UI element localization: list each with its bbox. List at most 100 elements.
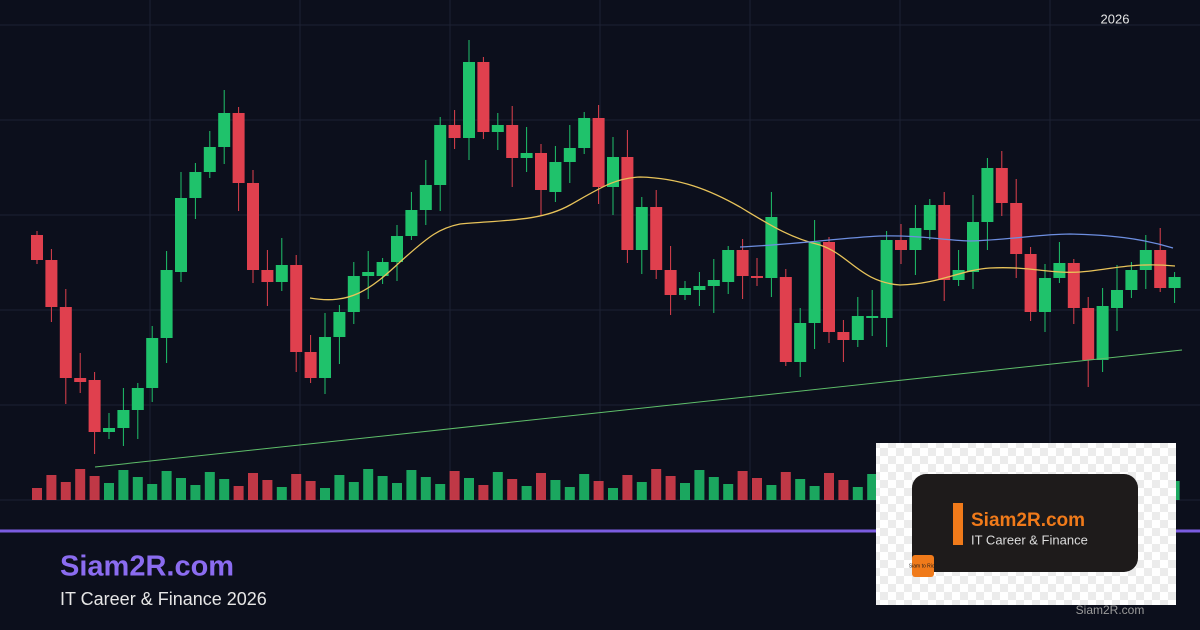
candle-body: [765, 217, 778, 278]
volume-bar: [665, 476, 676, 500]
volume-bar: [190, 485, 201, 500]
candle-body: [74, 378, 87, 382]
candle-body: [131, 388, 144, 410]
candle-body: [275, 265, 288, 282]
candle-body: [463, 62, 475, 138]
volume-bar: [60, 482, 71, 500]
volume-bar: [780, 472, 791, 500]
volume-bar: [852, 487, 863, 500]
candle-body: [1154, 250, 1167, 288]
volume-bar: [406, 470, 417, 500]
candle-body: [218, 113, 231, 147]
candle-body: [578, 118, 591, 148]
candle-body: [232, 113, 245, 183]
volume-bar: [204, 472, 215, 500]
candle-body: [304, 352, 317, 378]
candle-body: [635, 207, 648, 250]
volume-bar: [521, 486, 532, 500]
volume-bar: [824, 473, 834, 500]
volume-bar: [248, 473, 258, 500]
candle-body: [1111, 290, 1123, 308]
volume-bar: [348, 482, 359, 500]
candle-body: [707, 280, 720, 286]
candle-body: [866, 316, 879, 318]
volume-bar: [492, 472, 503, 500]
logo-tagline: IT Career & Finance: [971, 532, 1088, 547]
candle-body: [88, 380, 101, 432]
volume-bar: [132, 477, 143, 500]
volume-bar: [651, 469, 662, 500]
volume-bar: [262, 480, 273, 500]
volume-bar: [147, 484, 158, 500]
volume-bar: [579, 474, 590, 500]
volume-bar: [233, 486, 244, 500]
candle-body: [851, 316, 864, 340]
candle-body: [1010, 203, 1023, 254]
candle-body: [247, 183, 259, 270]
volume-bar: [536, 473, 546, 500]
volume-bar: [809, 486, 820, 500]
volume-bar: [104, 483, 114, 500]
moving-average: [309, 176, 1176, 301]
logo-card: [912, 474, 1138, 572]
candle-body: [362, 272, 375, 276]
candle-body: [160, 270, 173, 338]
logo-badge: [912, 555, 934, 577]
volume-bar: [334, 475, 345, 500]
candle-body: [621, 157, 634, 250]
candle-body: [1096, 306, 1109, 360]
candles: [31, 40, 1181, 454]
candle-body: [477, 62, 490, 132]
candle-body: [722, 250, 735, 282]
candle-body: [434, 125, 447, 185]
brand-name: Siam2R.com: [60, 551, 234, 583]
candle-body: [650, 207, 663, 270]
candle-body: [59, 307, 72, 378]
candle-body: [1168, 277, 1181, 288]
candle-body: [419, 185, 432, 210]
volume-bar: [622, 475, 633, 500]
candle-body: [189, 172, 202, 198]
volume-bar: [32, 488, 42, 500]
candle-body: [736, 250, 749, 276]
volume-bar: [420, 477, 431, 500]
chart-label: 2026: [1101, 11, 1130, 26]
candle-body: [391, 236, 403, 262]
volume-bar: [838, 480, 849, 500]
volume-bar: [795, 479, 806, 500]
candle-body: [823, 242, 835, 332]
candle-body: [1039, 278, 1051, 312]
volume-bar: [708, 477, 719, 500]
candle-body: [967, 222, 979, 272]
candle-body: [1082, 308, 1095, 360]
candle-body: [45, 260, 58, 307]
candle-body: [405, 210, 418, 236]
candle-body: [146, 338, 159, 388]
trend-line: [94, 349, 1183, 468]
candle-body: [549, 162, 562, 192]
volume-bar: [392, 483, 402, 500]
logo-bar: [953, 503, 963, 545]
candle-body: [203, 147, 216, 172]
candle-body: [319, 337, 331, 378]
candle-body: [664, 270, 677, 295]
volume-bar: [219, 479, 230, 500]
volume-bar: [608, 488, 618, 500]
volume-bar: [636, 482, 647, 500]
volume-bar: [564, 487, 575, 500]
candle-body: [779, 277, 792, 362]
volume-bar: [161, 471, 172, 500]
volume-bar: [320, 488, 330, 500]
candle-body: [1053, 263, 1066, 278]
candle-body: [1139, 250, 1152, 270]
volume-bar: [291, 474, 302, 500]
candle-body: [895, 240, 907, 250]
volume-bar: [752, 478, 762, 500]
volume-bar: [867, 474, 878, 500]
candle-body: [1125, 270, 1138, 290]
volume-bar: [75, 469, 86, 500]
candle-body: [909, 228, 922, 250]
candle-body: [995, 168, 1008, 203]
candle-body: [880, 240, 893, 318]
